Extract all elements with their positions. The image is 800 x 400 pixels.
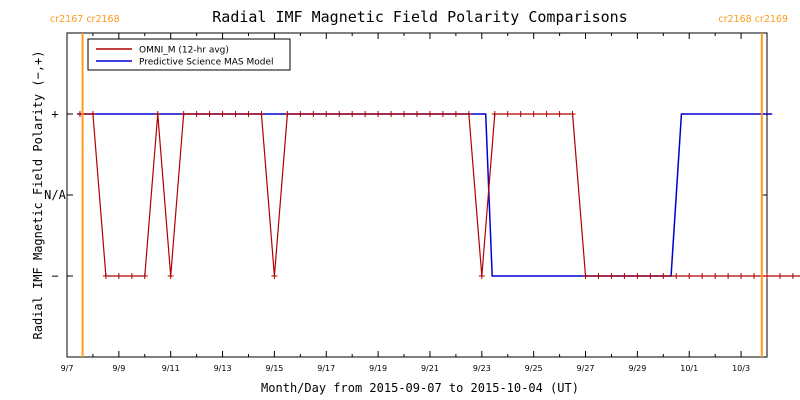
legend-label: OMNI_M (12-hr avg) — [139, 46, 229, 56]
x-tick-label: 9/21 — [421, 364, 439, 373]
x-tick-label: 9/15 — [265, 364, 283, 373]
x-tick-label: 9/29 — [628, 364, 646, 373]
y-tick-label: − — [51, 269, 58, 283]
x-tick-label: 9/9 — [112, 364, 125, 373]
x-tick-label: 10/3 — [732, 364, 750, 373]
x-tick-label: 10/1 — [680, 364, 698, 373]
y-axis-label: Radial IMF Magnetic Field Polarity (−,+) — [31, 51, 45, 340]
x-tick-label: 9/19 — [369, 364, 387, 373]
y-tick-label: + — [51, 107, 58, 121]
x-tick-label: 9/23 — [473, 364, 491, 373]
x-tick-label: 9/27 — [577, 364, 595, 373]
omni-line — [79, 113, 800, 277]
chart-title: Radial IMF Magnetic Field Polarity Compa… — [212, 8, 627, 26]
carrington-marker-label-left: cr2167 cr2168 — [50, 14, 120, 25]
x-tick-label: 9/7 — [61, 364, 74, 373]
x-axis-label: Month/Day from 2015-09-07 to 2015-10-04 … — [261, 381, 579, 395]
legend-label: Predictive Science MAS Model — [139, 58, 274, 68]
legend-box — [87, 38, 291, 71]
x-tick-label: 9/25 — [525, 364, 543, 373]
y-tick-label: N/A — [44, 188, 66, 202]
x-tick-label: 9/17 — [317, 364, 335, 373]
plot-frame — [66, 32, 768, 358]
x-tick-label: 9/13 — [214, 364, 232, 373]
x-tick-label: 9/11 — [162, 364, 180, 373]
carrington-marker-label-right: cr2168 cr2169 — [718, 14, 788, 25]
